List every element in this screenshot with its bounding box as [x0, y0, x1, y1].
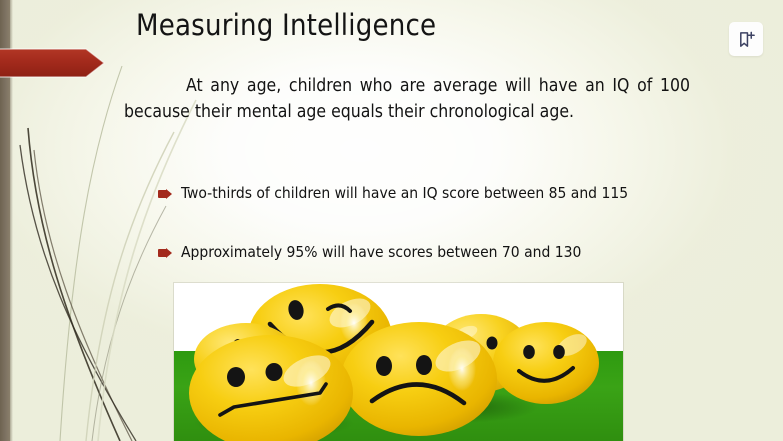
neutral-smiley — [189, 335, 353, 441]
bookmark-plus-icon — [739, 31, 755, 47]
frowning-smiley — [341, 322, 497, 436]
smiley-faces-illustration — [189, 284, 599, 441]
small-smiling-smiley — [493, 322, 599, 404]
list-item: Two-thirds of children will have an IQ s… — [158, 184, 628, 202]
red-arrow-bullet-icon — [158, 189, 172, 199]
bookmark-button[interactable] — [729, 22, 763, 56]
body-paragraph: At any age, children who are average wil… — [124, 76, 690, 122]
list-item-label: Two-thirds of children will have an IQ s… — [181, 184, 629, 202]
list-item-label: Approximately 95% will have scores betwe… — [181, 243, 582, 261]
smiley-faces-image — [174, 283, 623, 441]
left-accent-bar — [0, 0, 10, 441]
red-arrow-bullet-icon — [158, 248, 172, 258]
red-arrow-banner — [0, 48, 106, 78]
list-item: Approximately 95% will have scores betwe… — [158, 243, 581, 261]
left-accent-bar-shadow — [10, 0, 13, 441]
page-title: Measuring Intelligence — [136, 8, 437, 42]
